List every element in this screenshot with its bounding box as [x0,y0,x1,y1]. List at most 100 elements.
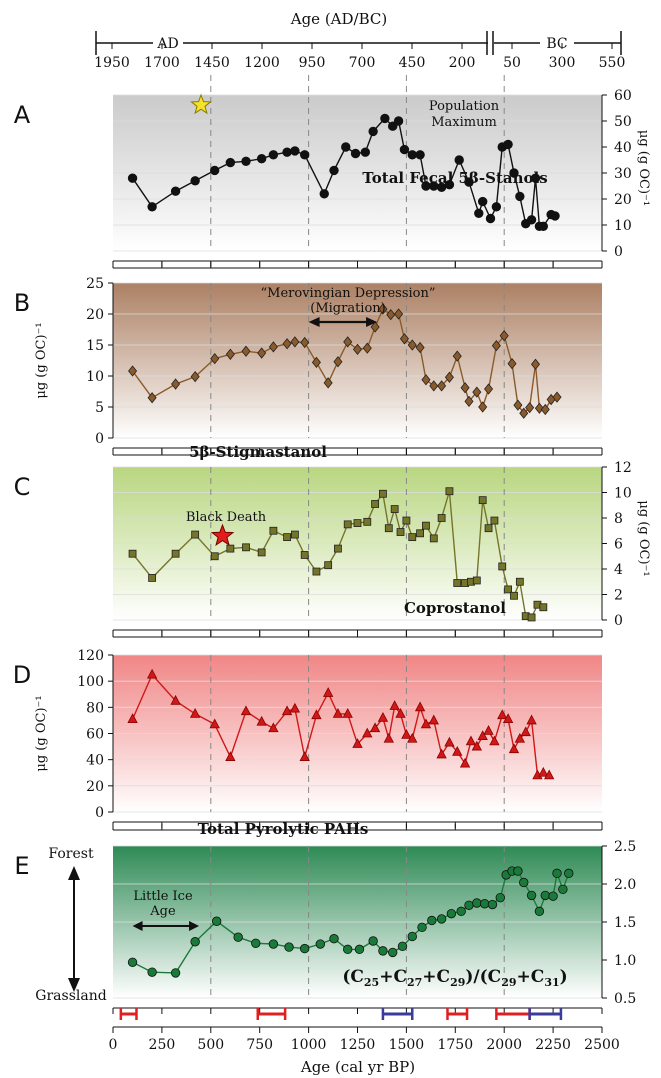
data-point [233,932,243,942]
data-point [342,708,353,718]
y-tick-label: 20 [614,192,632,208]
data-point [417,922,427,933]
x-tick-label: 1750 [437,1037,473,1053]
top-axis-tick-label: 700 [349,55,376,71]
data-point [519,407,529,419]
data-point [268,341,278,353]
data-point [312,567,321,576]
data-point [334,544,342,553]
y-tick-label: 0 [614,613,623,629]
data-point [257,548,266,557]
data-point [299,150,310,160]
panel-d: 0 20 40 60 80 100 120 μg (g OC)⁻¹D Total Pyrolyt… [13,648,603,838]
data-point [485,213,496,224]
data-point [189,708,201,718]
data-point [127,173,138,183]
data-point [370,321,380,333]
data-point [329,165,339,176]
era-bc-label: BC [546,36,567,52]
data-point [538,766,549,777]
y-tick-label: 30 [614,166,632,182]
data-point [378,303,388,315]
y-tick-label: 50 [614,114,632,130]
data-point [538,221,549,232]
panel-e: 0.51.01.52.02.5E(C25+C27+C29)/(C29+C31) [14,839,636,1014]
series-name: (C25+C27+C29)/(C29+C31) [342,967,567,989]
data-point [324,561,333,570]
series-name: Total Pyrolytic PAHs [198,820,369,838]
data-point [377,711,389,722]
series-name: 5β-Stigmastanol [189,443,327,461]
little-ice-age-arrowhead-left [132,921,143,931]
y-tick-label: 10 [86,369,104,385]
data-point [283,533,291,542]
y-tick-label: 1.5 [614,915,636,931]
data-point [422,521,430,530]
data-point [368,126,378,137]
data-point [284,942,294,952]
y-tick-label: 0 [95,431,104,447]
data-point [550,211,560,221]
y-tick-label: 4 [614,562,623,578]
data-point [251,938,261,948]
y-tick-label: 40 [614,140,632,156]
data-point [190,937,200,947]
y-tick-label: 60 [614,88,632,104]
forest-label: Forest [48,846,94,862]
top-axis-tick-label: 50 [503,55,521,71]
data-point [540,890,550,901]
data-point [378,946,388,956]
series-name-part: 31 [544,976,559,989]
series-name-part: +C [379,967,407,987]
data-point [526,215,537,225]
data-point [311,356,321,369]
data-point [402,516,411,525]
data-point [225,157,236,168]
data-point [453,579,462,587]
data-point [315,939,326,949]
top-axis-tick-label: 450 [399,55,426,71]
grassland-label: Grassland [35,988,106,1004]
y-tick-label: 100 [77,674,104,690]
data-point [379,489,387,498]
data-point [171,549,180,558]
data-point [464,177,474,187]
data-point [477,730,488,741]
series-name-part: 29 [450,976,465,989]
y-tick-label: 15 [86,338,104,354]
data-point [290,146,300,156]
data-point [210,165,220,176]
data-point [395,708,406,718]
series-line [132,870,570,974]
data-point [354,944,365,955]
data-point [489,735,500,746]
x-tick-label: 1500 [389,1037,425,1053]
data-point [513,399,523,411]
data-point [454,155,464,165]
panel-c: 0 2 4 6 8 10 12 μg (g OC)⁻¹ C Coprostanol [14,460,651,638]
data-point [515,191,525,202]
data-point [558,884,568,895]
data-point [268,722,279,733]
annotation-black-death: Black Death [186,510,267,525]
y-tick-label: 0 [95,805,104,821]
top-axis-tick-label: 950 [299,55,326,71]
x-tick-label: 2250 [535,1037,571,1053]
top-axis-tick-label: 200 [449,55,476,71]
data-point [388,947,398,958]
series-name-part: (C [342,967,364,987]
top-axis-tick-label: 300 [549,55,576,71]
data-point [429,534,438,543]
data-point [477,196,488,207]
data-point [479,899,490,909]
data-point [465,735,477,746]
data-point [483,725,494,735]
data-point [445,487,454,496]
data-point [510,591,518,600]
series-name-part: 27 [407,976,422,989]
data-point [399,333,409,345]
data-point [427,915,437,926]
x-tick-label: 250 [149,1037,176,1053]
data-point [242,543,250,552]
series-name-part: +C [517,967,545,987]
